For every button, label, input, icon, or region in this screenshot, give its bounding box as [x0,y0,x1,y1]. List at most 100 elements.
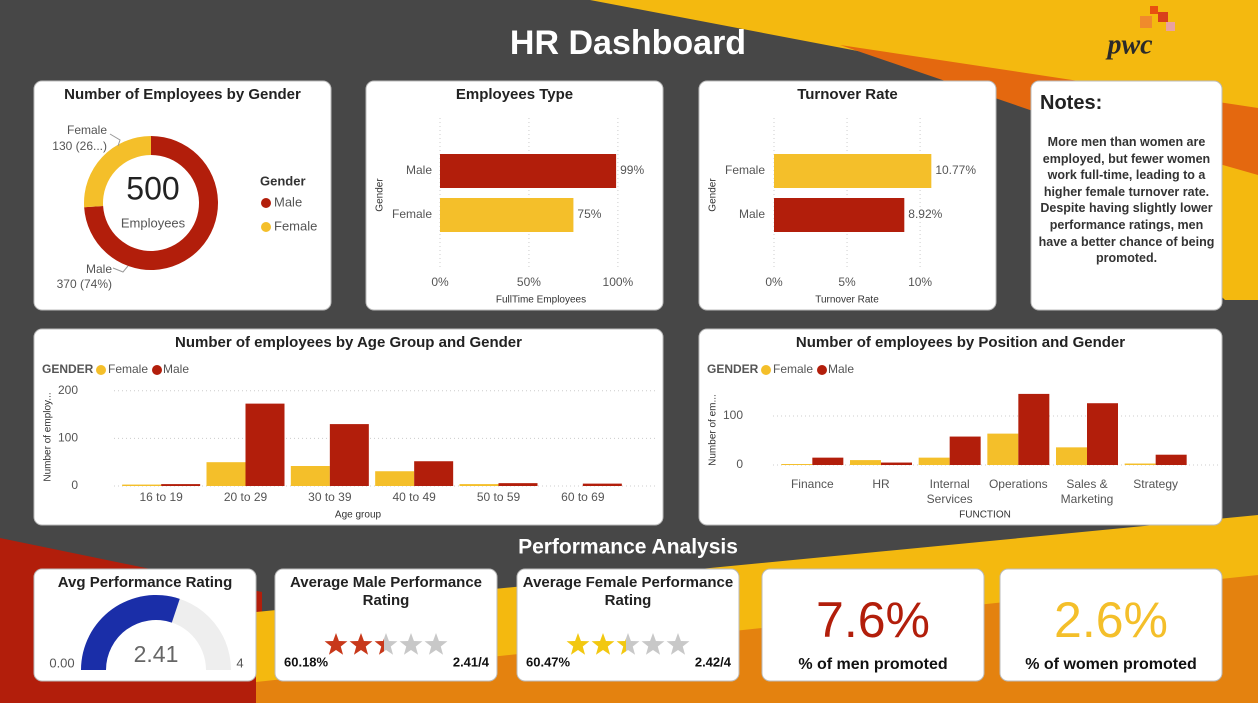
slice-value-label: 130 (26...) [52,139,107,153]
bar [440,198,574,232]
bar [161,484,201,486]
bar [881,462,912,465]
legend-marker [152,365,162,375]
card-title: Number of employees by Age Group and Gen… [175,334,522,351]
rating-star [566,633,590,655]
bar [329,424,369,486]
legend-title: Gender [260,173,306,188]
bar [1124,463,1156,465]
x-axis-label: FUNCTION [959,510,1011,521]
bar [414,461,454,486]
y-axis-label: Number of em... [708,394,719,466]
value-label: 10.77% [935,163,976,177]
x-tick-label: 20 to 29 [224,490,268,504]
x-tick-label: 0% [431,275,449,289]
y-tick-label: 200 [58,383,78,397]
bar [1087,403,1118,465]
gauge-max-label: 4 [236,655,243,670]
x-axis-label: FullTime Employees [496,295,586,306]
rating-star [616,633,640,655]
legend-marker [261,198,271,208]
card-title: Turnover Rate [797,86,898,103]
card [1030,80,1223,311]
slice-value-label: 370 (74%) [57,277,112,291]
x-tick-label: 40 to 49 [392,490,436,504]
kpi-label: % of women promoted [1025,656,1197,673]
value-label: 99% [620,163,644,177]
logo-mark [1140,16,1152,28]
x-tick-label: 5% [838,275,856,289]
logo-mark [1166,22,1175,31]
x-tick-label: 50% [517,275,541,289]
donut-total-label: Employees [121,215,186,230]
bar [812,457,844,465]
rating-star [349,633,373,655]
bar [440,154,617,188]
x-tick-label: Finance [790,477,834,491]
x-tick-label: 10% [908,275,932,289]
logo-mark [1158,12,1168,22]
rating-star [374,633,398,655]
donut-slice [84,136,151,208]
bar [987,433,1019,465]
bar [290,466,330,486]
y-tick-label: Male [406,163,432,177]
legend-marker [96,365,106,375]
section-title: Performance Analysis [518,536,738,559]
leader-line [112,265,129,273]
x-tick-label: 50 to 59 [477,490,521,504]
x-tick-label: Strategy [1133,477,1178,491]
x-tick-label: Operations [988,477,1048,491]
x-tick-label: 100% [603,275,634,289]
card [698,80,997,311]
value-label: 8.92% [908,207,942,221]
rating-percent: 60.47% [526,654,571,669]
bar [949,436,981,465]
notes-text: More men than women are employed, but fe… [1038,135,1215,266]
legend-title: GENDER [707,362,759,376]
rating-score: 2.41/4 [453,654,490,669]
bar [582,483,622,486]
bar [122,484,162,486]
kpi-value: 2.6% [1054,592,1168,648]
logo-mark [1150,6,1158,14]
card-title: Number of Employees by Gender [64,86,301,103]
card-title: Average Male Performance Rating [289,574,483,609]
slice-label: Male [86,262,112,276]
bar [918,457,950,465]
legend-label: Female [773,362,813,376]
rating-score: 2.42/4 [695,654,732,669]
slice-label: Female [67,123,107,137]
y-tick-label: Male [739,207,765,221]
bar [774,154,932,188]
gauge-min-label: 0.00 [49,655,74,670]
leader-line [109,133,121,147]
y-tick-label: 0 [736,457,743,471]
bar [781,464,813,465]
card [761,568,985,682]
kpi-value: 7.6% [816,592,930,648]
rating-star [641,633,665,655]
bar [459,484,499,486]
legend-label: Male [274,194,302,209]
x-tick-label: 16 to 19 [139,490,183,504]
decor [590,0,1258,300]
card [698,328,1223,526]
legend-title: GENDER [42,362,94,376]
legend-label: Male [163,362,189,376]
card-title: Employees Type [456,86,573,103]
gauge-value [81,594,180,670]
bar [206,462,246,486]
y-tick-label: Female [392,207,432,221]
y-tick-label: 0 [71,478,78,492]
notes-title: Notes: [1040,92,1103,114]
x-tick-label: 30 to 39 [308,490,352,504]
y-axis-label: Gender [375,178,386,212]
legend-label: Female [274,218,317,233]
donut-total: 500 [126,170,179,206]
dashboard-title: HR Dashboard [510,24,746,62]
legend-marker [761,365,771,375]
y-axis-label: Gender [708,178,719,212]
